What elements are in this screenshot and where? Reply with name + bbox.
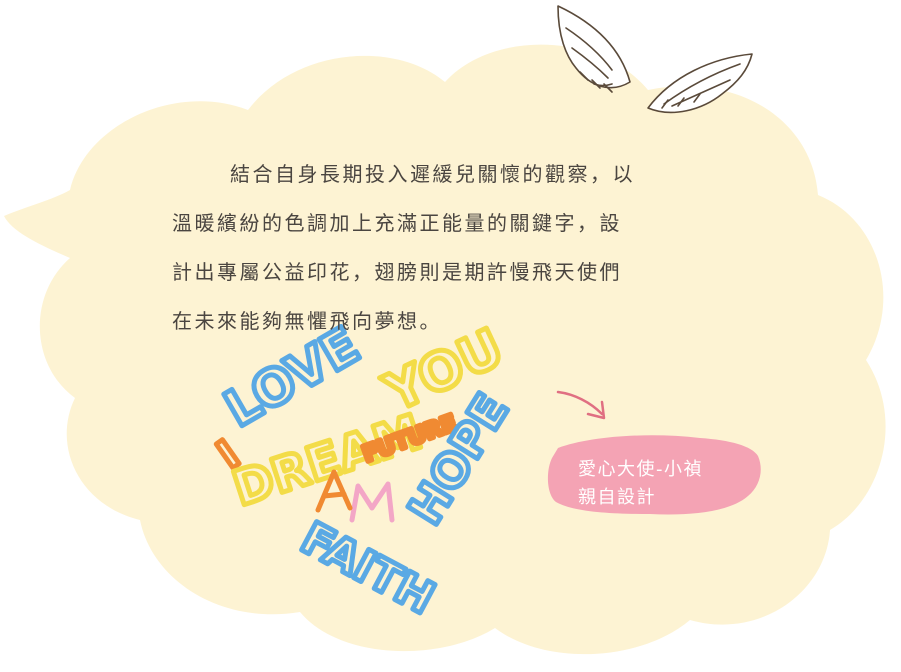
designer-badge-bg xyxy=(547,435,761,515)
arrow-icon xyxy=(556,390,606,420)
wings-icon xyxy=(557,5,753,114)
art-heart-a xyxy=(315,469,353,513)
description-line-2: 溫暖繽紛的色調加上充滿正能量的關鍵字，設 xyxy=(172,211,622,235)
art-heart-m xyxy=(349,481,395,523)
designer-badge-line2: 親自設計 xyxy=(578,487,656,508)
description-line-3: 計出專屬公益印花，翅膀則是期許慢飛天使們 xyxy=(172,260,622,284)
description-line-1: 結合自身長期投入遲緩兒關懷的觀察，以 xyxy=(230,162,635,186)
designer-badge: 愛心大使-小禎 親自設計 xyxy=(578,456,703,512)
designer-badge-line1: 愛心大使-小禎 xyxy=(578,459,703,480)
description-line-4: 在未來能夠無懼飛向夢想。 xyxy=(172,309,442,333)
description-paragraph: 結合自身長期投入遲緩兒關懷的觀察，以 溫暖繽紛的色調加上充滿正能量的關鍵字，設 … xyxy=(172,150,732,346)
